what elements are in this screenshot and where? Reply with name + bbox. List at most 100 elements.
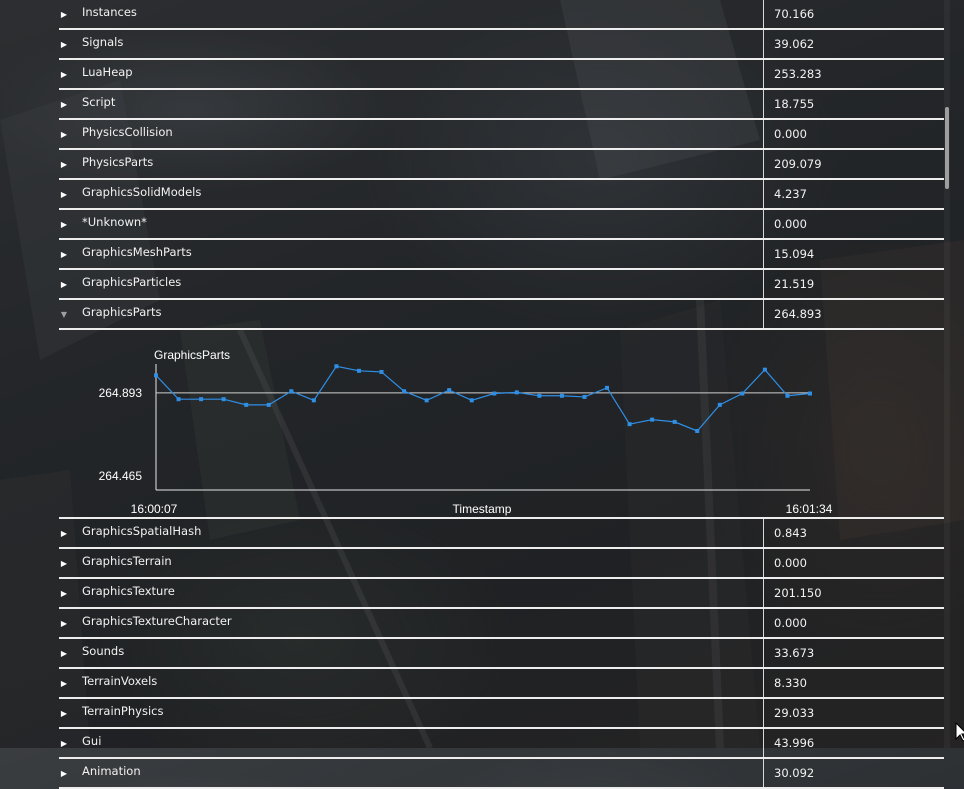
triangle-right-icon[interactable]: ▶ (60, 618, 68, 628)
stat-value: 0.000 (763, 609, 944, 637)
stat-name: Script (82, 95, 116, 109)
triangle-right-icon[interactable]: ▶ (60, 738, 68, 748)
triangle-right-icon[interactable]: ▶ (60, 528, 68, 538)
stat-row[interactable]: ▶ Signals 39.062 (59, 30, 944, 60)
stat-value: 0.000 (763, 549, 944, 577)
stat-value: 30.092 (763, 759, 944, 787)
stat-name: LuaHeap (82, 65, 133, 79)
dim-overlay (0, 0, 964, 748)
stat-row[interactable]: ▶ PhysicsCollision 0.000 (59, 120, 944, 150)
stat-row[interactable]: ▶ GraphicsTextureCharacter 0.000 (59, 609, 944, 639)
x-tick-label: 16:01:34 (786, 502, 833, 516)
triangle-right-icon[interactable]: ▶ (60, 708, 68, 718)
scrollbar-thumb[interactable] (945, 107, 949, 189)
triangle-right-icon[interactable]: ▶ (60, 219, 68, 229)
data-point (379, 369, 384, 374)
data-point (808, 391, 812, 396)
stat-row[interactable]: ▶ GraphicsMeshParts 15.094 (59, 240, 944, 270)
scrollbar[interactable] (944, 0, 950, 748)
stat-row[interactable]: ▶ GraphicsParticles 21.519 (59, 270, 944, 300)
mouse-cursor-icon (955, 722, 964, 742)
stat-name: *Unknown* (82, 215, 147, 229)
data-point (244, 402, 249, 407)
data-point (492, 391, 497, 396)
triangle-down-icon[interactable]: ▼ (60, 309, 68, 319)
data-point (605, 385, 610, 390)
stat-name: GraphicsParts (82, 305, 162, 319)
stat-name: GraphicsParticles (82, 275, 182, 289)
stat-name: GraphicsSpatialHash (82, 524, 202, 538)
data-point (582, 394, 587, 399)
stat-value: 209.079 (763, 150, 944, 178)
triangle-right-icon[interactable]: ▶ (60, 159, 68, 169)
stat-value: 0.843 (763, 519, 944, 547)
triangle-right-icon[interactable]: ▶ (60, 279, 68, 289)
triangle-right-icon[interactable]: ▶ (60, 69, 68, 79)
series-line (155, 365, 811, 432)
graphicsparts-chart: GraphicsParts 264.893 264.465 16:00:07 16:01… (59, 330, 944, 519)
data-point (717, 402, 722, 407)
data-point (469, 398, 474, 403)
stat-row[interactable]: ▶ PhysicsParts 209.079 (59, 150, 944, 180)
stat-row[interactable]: ▶ GraphicsSpatialHash 0.843 (59, 519, 944, 549)
stat-row[interactable]: ▶ Script 18.755 (59, 90, 944, 120)
stat-row[interactable]: ▶ GraphicsSolidModels 4.237 (59, 180, 944, 210)
x-axis-label: Timestamp (453, 502, 512, 516)
triangle-right-icon[interactable]: ▶ (60, 129, 68, 139)
stat-name: GraphicsTexture (82, 584, 175, 598)
stat-row[interactable]: ▶ Gui 43.996 (59, 729, 944, 759)
triangle-right-icon[interactable]: ▶ (60, 558, 68, 568)
triangle-right-icon[interactable]: ▶ (60, 768, 68, 778)
stat-row[interactable]: ▶ LuaHeap 253.283 (59, 60, 944, 90)
memory-stats-panel: ▶ Instances 70.166 ▶ Signals 39.062 ▶ LuaHeap 25… (59, 0, 944, 789)
stat-value: 0.000 (763, 210, 944, 238)
data-point (695, 428, 700, 433)
stat-value: 253.283 (763, 60, 944, 88)
stat-name: GraphicsMeshParts (82, 245, 192, 259)
triangle-right-icon[interactable]: ▶ (60, 39, 68, 49)
stat-value: 264.893 (763, 300, 944, 328)
data-point (424, 398, 429, 403)
stat-value: 8.330 (763, 669, 944, 697)
triangle-right-icon[interactable]: ▶ (60, 9, 68, 19)
stat-row[interactable]: ▼ GraphicsParts 264.893 (59, 300, 944, 330)
stat-name: TerrainPhysics (82, 704, 164, 718)
triangle-right-icon[interactable]: ▶ (60, 588, 68, 598)
data-point (266, 402, 271, 407)
data-point (289, 389, 294, 394)
stat-value: 29.033 (763, 699, 944, 727)
triangle-right-icon[interactable]: ▶ (60, 678, 68, 688)
stat-value: 70.166 (763, 0, 944, 28)
data-point (559, 393, 564, 398)
stat-name: Instances (82, 5, 137, 19)
data-point (447, 388, 452, 393)
stat-row[interactable]: ▶ TerrainVoxels 8.330 (59, 669, 944, 699)
stats-list-bottom: ▶ GraphicsSpatialHash 0.843 ▶ GraphicsTerrai… (59, 519, 944, 789)
stat-value: 0.000 (763, 120, 944, 148)
data-point (176, 397, 181, 402)
data-point (785, 393, 790, 398)
stat-row[interactable]: ▶ Sounds 33.673 (59, 639, 944, 669)
triangle-right-icon[interactable]: ▶ (60, 648, 68, 658)
stat-row[interactable]: ▶ Animation 30.092 (59, 759, 944, 789)
stat-name: Gui (82, 734, 102, 748)
triangle-right-icon[interactable]: ▶ (60, 249, 68, 259)
stat-name: GraphicsTerrain (82, 554, 172, 568)
stat-row[interactable]: ▶ Instances 70.166 (59, 0, 944, 30)
stat-row[interactable]: ▶ GraphicsTerrain 0.000 (59, 549, 944, 579)
data-point (650, 417, 655, 422)
triangle-right-icon[interactable]: ▶ (60, 99, 68, 109)
stat-name: Signals (82, 35, 124, 49)
stat-value: 4.237 (763, 180, 944, 208)
data-point (402, 389, 407, 394)
stat-value: 43.996 (763, 729, 944, 757)
stat-row[interactable]: ▶ *Unknown* 0.000 (59, 210, 944, 240)
stat-row[interactable]: ▶ GraphicsTexture 201.150 (59, 579, 944, 609)
stat-name: PhysicsCollision (82, 125, 173, 139)
data-point (627, 422, 632, 427)
data-point (154, 373, 158, 378)
triangle-right-icon[interactable]: ▶ (60, 189, 68, 199)
stat-row[interactable]: ▶ TerrainPhysics 29.033 (59, 699, 944, 729)
data-point (672, 419, 677, 424)
stat-value: 33.673 (763, 639, 944, 667)
